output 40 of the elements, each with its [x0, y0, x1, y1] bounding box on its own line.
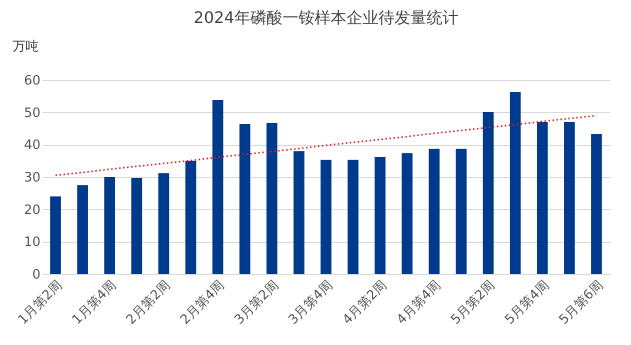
- bar: [212, 100, 224, 274]
- y-tick-label: 40: [24, 138, 40, 154]
- bar: [294, 151, 304, 274]
- bar: [158, 173, 170, 274]
- x-tick-label: 4月第2周: [340, 278, 390, 328]
- y-tick-label: 50: [24, 106, 40, 121]
- bar: [591, 134, 602, 274]
- bar: [456, 148, 467, 274]
- bar: [564, 122, 575, 274]
- x-tick-label: 2月第2周: [124, 278, 174, 328]
- x-tick-label: 1月第4周: [70, 278, 120, 328]
- bar: [428, 148, 440, 274]
- x-tick-label: 5月第4周: [502, 278, 552, 328]
- bar: [104, 177, 116, 274]
- x-tick-label: 2月第4周: [178, 278, 228, 328]
- y-tick-label: 60: [24, 74, 40, 88]
- line-series: [54, 114, 598, 176]
- bar: [50, 196, 61, 274]
- y-axis-title: 万吨: [12, 40, 38, 54]
- bar: [131, 178, 142, 274]
- y-tick-label: 30: [24, 170, 40, 186]
- bar: [402, 153, 413, 274]
- chart-title: 2024年磷酸一铵样本企业待发量统计: [194, 8, 458, 27]
- bar: [266, 123, 278, 274]
- bar: [482, 112, 494, 274]
- bar: [185, 160, 196, 274]
- y-tick-label: 20: [24, 202, 40, 218]
- x-tick-label: 5月第6周: [556, 278, 606, 328]
- x-tick-label: 5月第2周: [448, 278, 498, 328]
- bar: [77, 185, 88, 274]
- y-tick-label: 10: [24, 235, 40, 250]
- bar: [510, 92, 521, 274]
- x-tick-label: 4月第4周: [394, 278, 444, 328]
- bar: [348, 160, 358, 274]
- bar: [536, 122, 548, 274]
- bar: [320, 160, 332, 274]
- bar: [374, 156, 386, 274]
- x-tick-label: 3月第2周: [232, 278, 282, 328]
- bar: [239, 124, 250, 274]
- x-tick-label: 3月第4周: [286, 278, 336, 328]
